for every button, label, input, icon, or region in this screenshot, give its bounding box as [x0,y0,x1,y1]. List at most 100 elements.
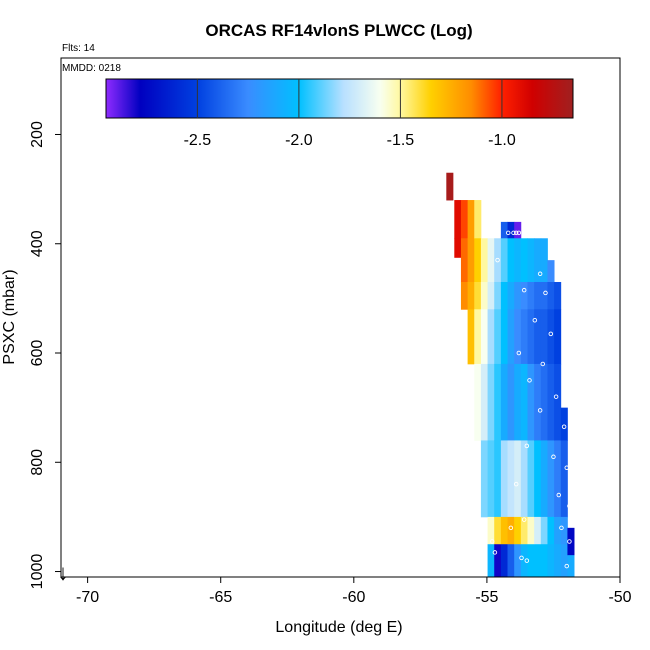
heatmap-cell [467,281,475,310]
heatmap-cell [567,555,575,578]
heatmap-cell [534,544,542,578]
heatmap-cell [534,309,542,365]
sample-point [527,378,532,383]
heatmap-cell [514,363,522,441]
heatmap-cell [454,200,462,239]
sample-point [548,331,554,337]
heatmap-cell [514,309,522,365]
direction-arrow: ↓ [58,560,69,585]
heatmap-cell [560,407,568,441]
sample-point [537,408,543,413]
sample-point [516,230,522,236]
heatmap-cell [480,281,488,310]
heatmap-cell [520,440,528,518]
flights-annotation: Flts: 14 [62,43,95,54]
heatmap-cell [520,363,528,441]
heatmap-cell [560,440,568,518]
heatmap-cell [487,440,495,518]
heatmap-cell [554,544,562,578]
heatmap-cells [446,172,575,578]
heatmap-cell [527,516,535,545]
heatmap-cell [554,440,562,518]
heatmap-cell [534,363,542,441]
heatmap-cell [474,238,482,283]
heatmap-cell [446,172,454,201]
heatmap-cell [500,363,508,441]
heatmap-cell [460,238,468,283]
colorbar-gradient [105,78,574,119]
y-tick-label: 200 [29,121,46,148]
heatmap-cell [507,309,515,365]
heatmap-cell [507,544,515,578]
sample-point [559,525,564,531]
heatmap-cell [494,238,502,283]
sample-points [489,230,572,569]
heatmap-cell [474,309,482,365]
heatmap-cell [487,238,495,283]
heatmap-cell [527,544,535,578]
heatmap-cell [487,363,495,441]
y-tick-label: 1000 [29,554,46,590]
heatmap-cell [467,238,475,283]
heatmap-cell [514,516,522,545]
heatmap-cell [454,238,462,258]
heatmap-cell [474,200,482,239]
sample-point [513,481,519,487]
heatmap-cell [520,281,528,310]
heatmap-cell [540,516,548,545]
heatmap-cell [547,309,555,365]
heatmap-cell [507,516,515,545]
heatmap-cell [547,516,555,545]
x-tick-label: -55 [475,589,498,606]
sample-point [513,230,519,236]
heatmap-cell [547,544,555,578]
heatmap-cell [500,544,508,578]
heatmap-cell [520,544,528,578]
heatmap-cell [514,281,522,310]
x-tick-label: -65 [209,589,232,606]
heatmap-cell [487,281,495,310]
y-tick-label: 800 [29,449,46,476]
heatmap-cell [500,281,508,310]
heatmap-cell [494,309,502,365]
sample-point [505,230,511,236]
sample-point [521,517,527,522]
y-axis: 200 400 600 800 1000 [29,121,61,589]
sample-point [495,257,500,263]
x-tick-label: -60 [342,589,365,606]
plot-frame [60,57,621,578]
heatmap-cell [514,221,522,239]
sample-point [553,394,559,399]
y-tick-label: 400 [29,230,46,257]
sample-point [551,454,556,460]
heatmap-cell [494,440,502,518]
heatmap-cell [460,281,468,310]
heatmap-cell [527,238,535,283]
heatmap-cell [520,238,528,283]
sample-point [556,492,562,498]
heatmap-cell [540,309,548,365]
heatmap-cell [534,516,542,545]
heatmap-cell [514,544,522,578]
heatmap-cell [560,544,568,578]
heatmap-cell [527,281,535,310]
heatmap-cell [487,516,495,545]
sample-point [567,539,572,544]
heatmap-cell [554,281,562,310]
sample-point [567,503,572,509]
colorbar-tick-label: -1.0 [488,132,516,149]
heatmap-cell [500,516,508,545]
heatmap-cell [480,238,488,283]
heatmap-cell [494,281,502,310]
colorbar-tick-label: -2.0 [285,132,313,149]
heatmap-cell [494,516,502,545]
heatmap-cell [494,544,502,578]
sample-point [489,539,495,544]
heatmap-cell [534,440,542,518]
y-tick-label: 600 [29,340,46,367]
x-tick-label: -50 [608,589,631,606]
sample-point [508,525,514,531]
heatmap-cell [507,363,515,441]
sample-point [543,290,548,296]
